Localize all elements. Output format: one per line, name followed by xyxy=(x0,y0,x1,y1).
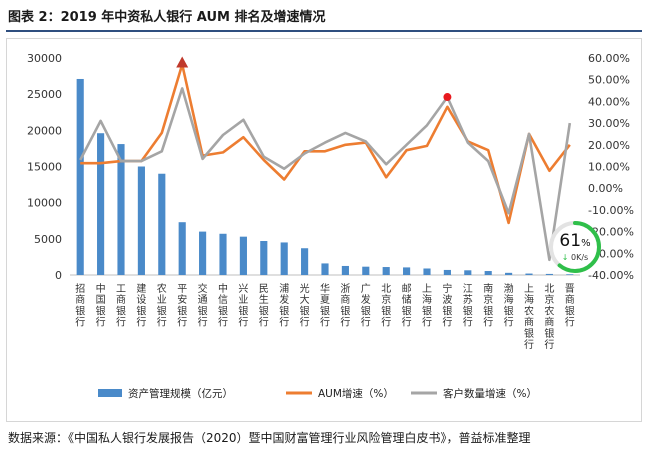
peak-triangle-marker xyxy=(176,56,189,68)
legend-swatch-bar xyxy=(98,389,122,397)
peak-circle-marker xyxy=(443,93,452,102)
category-tick-label: 江苏银行 xyxy=(463,283,473,329)
category-tick-label: 浙商银行 xyxy=(340,283,350,329)
category-tick-label: 上海农商银行 xyxy=(524,283,534,351)
progress-percent-value: 61 xyxy=(559,231,582,251)
right-axis-tick-label: -10.00% xyxy=(588,204,634,217)
left-axis-tick-label: 15000 xyxy=(27,161,62,174)
category-tick-label: 交通银行 xyxy=(198,282,208,329)
legend-label: AUM增速（%） xyxy=(318,387,394,400)
bar-mark xyxy=(321,263,329,275)
bar-mark xyxy=(362,266,370,275)
chart-frame xyxy=(6,38,642,422)
category-tick-label: 招商银行 xyxy=(75,282,85,329)
legend-label: 客户数量增速（%） xyxy=(443,387,537,400)
category-tick-label: 平安银行 xyxy=(177,284,187,329)
bar-mark xyxy=(443,269,451,275)
bar-mark xyxy=(158,173,166,275)
progress-ring-svg xyxy=(549,221,601,273)
bar-mark xyxy=(219,233,227,275)
progress-percent: 61% xyxy=(548,231,602,251)
category-tick-label: 建设银行 xyxy=(136,282,146,329)
progress-ring-arc xyxy=(549,221,601,273)
bar-mark xyxy=(525,273,533,275)
chart-title: 图表 2：2019 年中资私人银行 AUM 排名及增速情况 xyxy=(8,10,326,25)
category-tick-label: 光大银行 xyxy=(300,282,310,329)
category-tick-label: 农业银行 xyxy=(157,282,167,329)
left-axis-tick-label: 5000 xyxy=(34,233,62,246)
right-axis-tick-label: 0.00% xyxy=(588,182,623,195)
download-speed: ↓ 0K/s xyxy=(548,253,602,262)
data-source-note: 数据来源：《中国私人银行发展报告（2020）暨中国财富管理行业风险管理白皮书》，… xyxy=(8,431,531,445)
bar-mark xyxy=(484,271,492,275)
bar-mark xyxy=(301,248,309,275)
category-tick-label: 邮储银行 xyxy=(402,282,412,329)
bar-mark xyxy=(178,222,186,275)
category-tick-label: 南京银行 xyxy=(483,282,493,329)
download-arrow-icon: ↓ xyxy=(561,253,569,262)
left-axis-tick-label: 20000 xyxy=(27,124,62,137)
bar-mark xyxy=(545,273,553,275)
bar-mark xyxy=(76,78,84,275)
bar-mark xyxy=(239,236,247,275)
left-axis-tick-label: 10000 xyxy=(27,197,62,210)
network-speed-widget[interactable]: 61% ↓ 0K/s xyxy=(548,220,602,274)
bar-mark xyxy=(97,133,105,275)
left-axis-tick-label: 25000 xyxy=(27,88,62,101)
category-tick-label: 上海银行 xyxy=(422,283,432,329)
bar-mark xyxy=(199,231,207,275)
category-tick-label: 民生银行 xyxy=(259,283,269,329)
bar-mark xyxy=(117,144,125,275)
right-axis-tick-label: 40.00% xyxy=(588,95,630,108)
left-axis-tick-label: 0 xyxy=(55,269,62,282)
category-tick-label: 华夏银行 xyxy=(320,282,330,329)
bar-mark xyxy=(505,272,513,275)
category-tick-label: 宁波银行 xyxy=(442,282,452,329)
category-tick-label: 北京银行 xyxy=(381,283,391,329)
bar-mark xyxy=(280,242,288,275)
right-axis-tick-label: 10.00% xyxy=(588,161,630,174)
category-tick-label: 渤海银行 xyxy=(504,282,514,329)
bar-mark xyxy=(260,241,268,275)
bar-mark xyxy=(423,268,431,275)
category-tick-label: 兴业银行 xyxy=(238,283,248,329)
progress-percent-sign: % xyxy=(581,238,591,249)
bar-mark xyxy=(341,265,349,275)
bar-mark xyxy=(382,267,390,275)
category-tick-label: 工商银行 xyxy=(116,284,126,329)
right-axis-tick-label: 20.00% xyxy=(588,139,630,152)
download-speed-value: 0K/s xyxy=(571,253,589,262)
right-axis-tick-label: 30.00% xyxy=(588,117,630,130)
category-tick-label: 晋商银行 xyxy=(565,283,575,329)
category-tick-label: 浦发银行 xyxy=(279,282,289,329)
category-tick-label: 北京农商银行 xyxy=(544,283,554,351)
right-axis-tick-label: -20.00% xyxy=(588,226,634,239)
bar-mark xyxy=(566,274,574,275)
category-tick-label: 中国银行 xyxy=(96,282,106,329)
left-axis-tick-label: 30000 xyxy=(27,52,62,65)
right-axis-tick-label: 60.00% xyxy=(588,52,630,65)
right-axis-tick-label: 50.00% xyxy=(588,74,630,87)
category-tick-label: 广发银行 xyxy=(361,283,371,329)
bar-mark xyxy=(137,166,145,275)
right-axis-tick-label: -40.00% xyxy=(588,269,634,282)
legend-label: 资产管理规模（亿元） xyxy=(128,387,233,400)
client-growth-line xyxy=(79,87,572,262)
category-tick-label: 中信银行 xyxy=(218,282,228,329)
title-bar: 图表 2：2019 年中资私人银行 AUM 排名及增速情况 xyxy=(6,4,642,32)
bar-mark xyxy=(464,270,472,275)
bar-mark xyxy=(403,267,411,275)
